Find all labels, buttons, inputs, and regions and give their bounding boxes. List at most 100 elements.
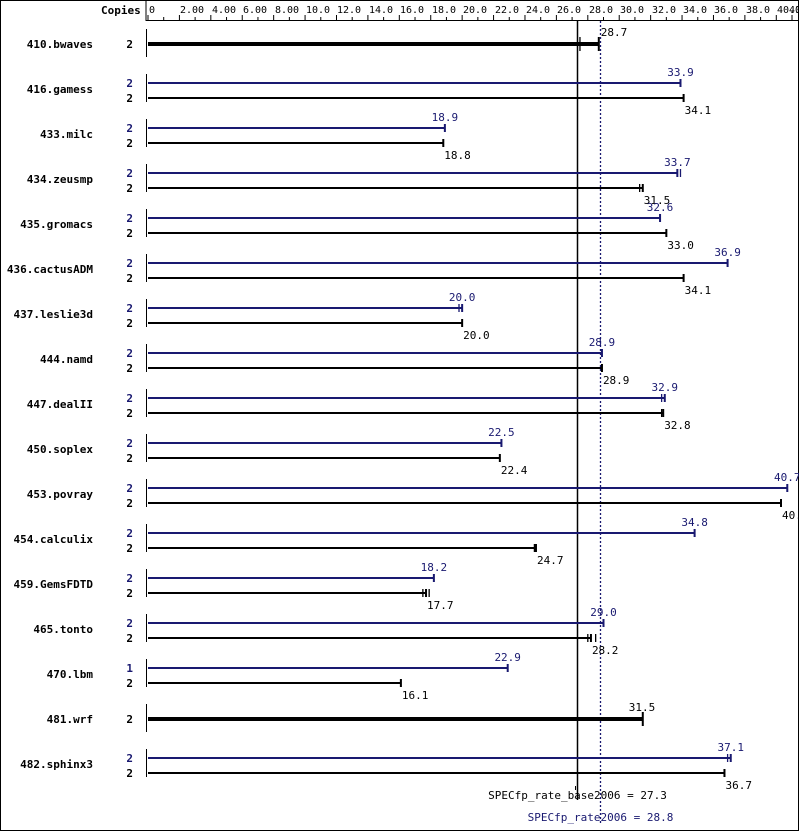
peak-value-label: 37.1 xyxy=(717,741,744,754)
x-tick-label: 18.0 xyxy=(432,5,456,16)
benchmark-name: 444.namd xyxy=(40,353,93,366)
benchmark-name: 447.dealII xyxy=(27,398,93,411)
x-tick-label: 36.0 xyxy=(714,5,738,16)
benchmark-name: 436.cactusADM xyxy=(7,263,93,276)
base-value-label: 20.0 xyxy=(463,329,490,342)
peak-value-label: 28.9 xyxy=(589,336,616,349)
peak-copies: 2 xyxy=(126,482,133,495)
base-copies: 2 xyxy=(126,137,133,150)
base-value-label: 28.2 xyxy=(592,644,619,657)
peak-copies: 2 xyxy=(126,122,133,135)
peak-copies: 2 xyxy=(126,572,133,585)
base-copies: 2 xyxy=(126,677,133,690)
peak-copies: 2 xyxy=(126,437,133,450)
benchmark-name: 465.tonto xyxy=(33,623,93,636)
peak-copies: 2 xyxy=(126,77,133,90)
peak-value-label: 18.2 xyxy=(421,561,448,574)
base-copies: 2 xyxy=(126,713,133,726)
benchmark-name: 450.soplex xyxy=(27,443,94,456)
benchmark-name: 454.calculix xyxy=(14,533,94,546)
base-copies: 2 xyxy=(126,767,133,780)
base-copies: 2 xyxy=(126,497,133,510)
base-copies: 2 xyxy=(126,632,133,645)
base-value-label: 31.5 xyxy=(644,194,671,207)
benchmark-name: 453.povray xyxy=(27,488,94,501)
x-tick-label: 28.0 xyxy=(589,5,613,16)
peak-value-label: 18.9 xyxy=(432,111,459,124)
x-tick-label: 24.0 xyxy=(526,5,550,16)
benchmark-name: 433.milc xyxy=(40,128,93,141)
peak-copies: 2 xyxy=(126,617,133,630)
x-tick-label: 30.0 xyxy=(620,5,644,16)
benchmark-name: 410.bwaves xyxy=(27,38,93,51)
base-value-label: 22.4 xyxy=(501,464,528,477)
base-value-label: 24.7 xyxy=(537,554,564,567)
base-value-label: 33.0 xyxy=(667,239,694,252)
x-tick-label: 10.0 xyxy=(306,5,330,16)
base-value-label: 34.1 xyxy=(685,104,712,117)
base-value-label: 17.7 xyxy=(427,599,454,612)
peak-copies: 2 xyxy=(126,527,133,540)
base-value-label: 18.8 xyxy=(444,149,471,162)
peak-copies: 2 xyxy=(126,752,133,765)
x-tick-label: 2.00 xyxy=(180,5,204,16)
base-value-label: 31.5 xyxy=(629,701,656,714)
x-tick-label: 38.0 xyxy=(746,5,770,16)
x-tick-label: 41.0 xyxy=(789,5,799,16)
peak-value-label: 29.0 xyxy=(590,606,617,619)
peak-copies: 2 xyxy=(126,212,133,225)
x-tick-label: 16.0 xyxy=(400,5,424,16)
x-tick-label: 32.0 xyxy=(652,5,676,16)
base-reference-label: SPECfp_rate_base2006 = 27.3 xyxy=(488,789,667,802)
reference-lines: SPECfp_rate_base2006 = 27.3 SPECfp_rate20… xyxy=(488,21,673,824)
x-tick-label: 0 xyxy=(149,5,155,16)
peak-copies: 2 xyxy=(126,347,133,360)
base-copies: 2 xyxy=(126,452,133,465)
base-copies: 2 xyxy=(126,92,133,105)
base-copies: 2 xyxy=(126,227,133,240)
base-copies: 2 xyxy=(126,182,133,195)
base-copies: 2 xyxy=(126,272,133,285)
base-copies: 2 xyxy=(126,587,133,600)
base-copies: 2 xyxy=(126,38,133,51)
benchmark-rows: 410.bwaves 2 28.7 416.gamess 2 33.9 2 34.1 433.m… xyxy=(7,26,799,792)
x-tick-label: 14.0 xyxy=(369,5,393,16)
benchmark-name: 437.leslie3d xyxy=(14,308,93,321)
x-tick-label: 12.0 xyxy=(337,5,361,16)
x-tick-label: 26.0 xyxy=(557,5,581,16)
base-value-label: 28.9 xyxy=(603,374,630,387)
benchmark-name: 459.GemsFDTD xyxy=(14,578,94,591)
x-tick-label: 20.0 xyxy=(463,5,487,16)
base-value-label: 32.8 xyxy=(664,419,691,432)
peak-value-label: 22.5 xyxy=(488,426,515,439)
base-value-label: 36.7 xyxy=(725,779,752,792)
x-tick-label: 40.0 xyxy=(777,5,799,16)
base-value-label: 16.1 xyxy=(402,689,429,702)
base-copies: 2 xyxy=(126,542,133,555)
copies-header: Copies xyxy=(101,4,141,17)
x-tick-label: 22.0 xyxy=(495,5,519,16)
peak-value-label: 33.7 xyxy=(664,156,691,169)
benchmark-name: 434.zeusmp xyxy=(27,173,94,186)
base-copies: 2 xyxy=(126,362,133,375)
peak-value-label: 32.9 xyxy=(652,381,679,394)
peak-copies: 2 xyxy=(126,392,133,405)
base-value-label: 40.3 xyxy=(782,509,799,522)
peak-value-label: 36.9 xyxy=(714,246,741,259)
benchmark-name: 482.sphinx3 xyxy=(20,758,93,771)
base-copies: 2 xyxy=(126,407,133,420)
benchmark-name: 470.lbm xyxy=(47,668,94,681)
peak-copies: 1 xyxy=(126,662,133,675)
x-tick-label: 4.00 xyxy=(212,5,236,16)
peak-value-label: 34.8 xyxy=(681,516,708,529)
x-axis-ticks: 0 2.00 4.00 6.00 8.00 10.0 12.0 14.0 16.0 18.0 20.… xyxy=(147,5,799,21)
peak-value-label: 32.6 xyxy=(647,201,674,214)
peak-value-label: 22.9 xyxy=(494,651,521,664)
benchmark-name: 416.gamess xyxy=(27,83,93,96)
base-copies: 2 xyxy=(126,317,133,330)
peak-copies: 2 xyxy=(126,257,133,270)
base-value-label: 34.1 xyxy=(685,284,712,297)
benchmark-name: 435.gromacs xyxy=(20,218,93,231)
